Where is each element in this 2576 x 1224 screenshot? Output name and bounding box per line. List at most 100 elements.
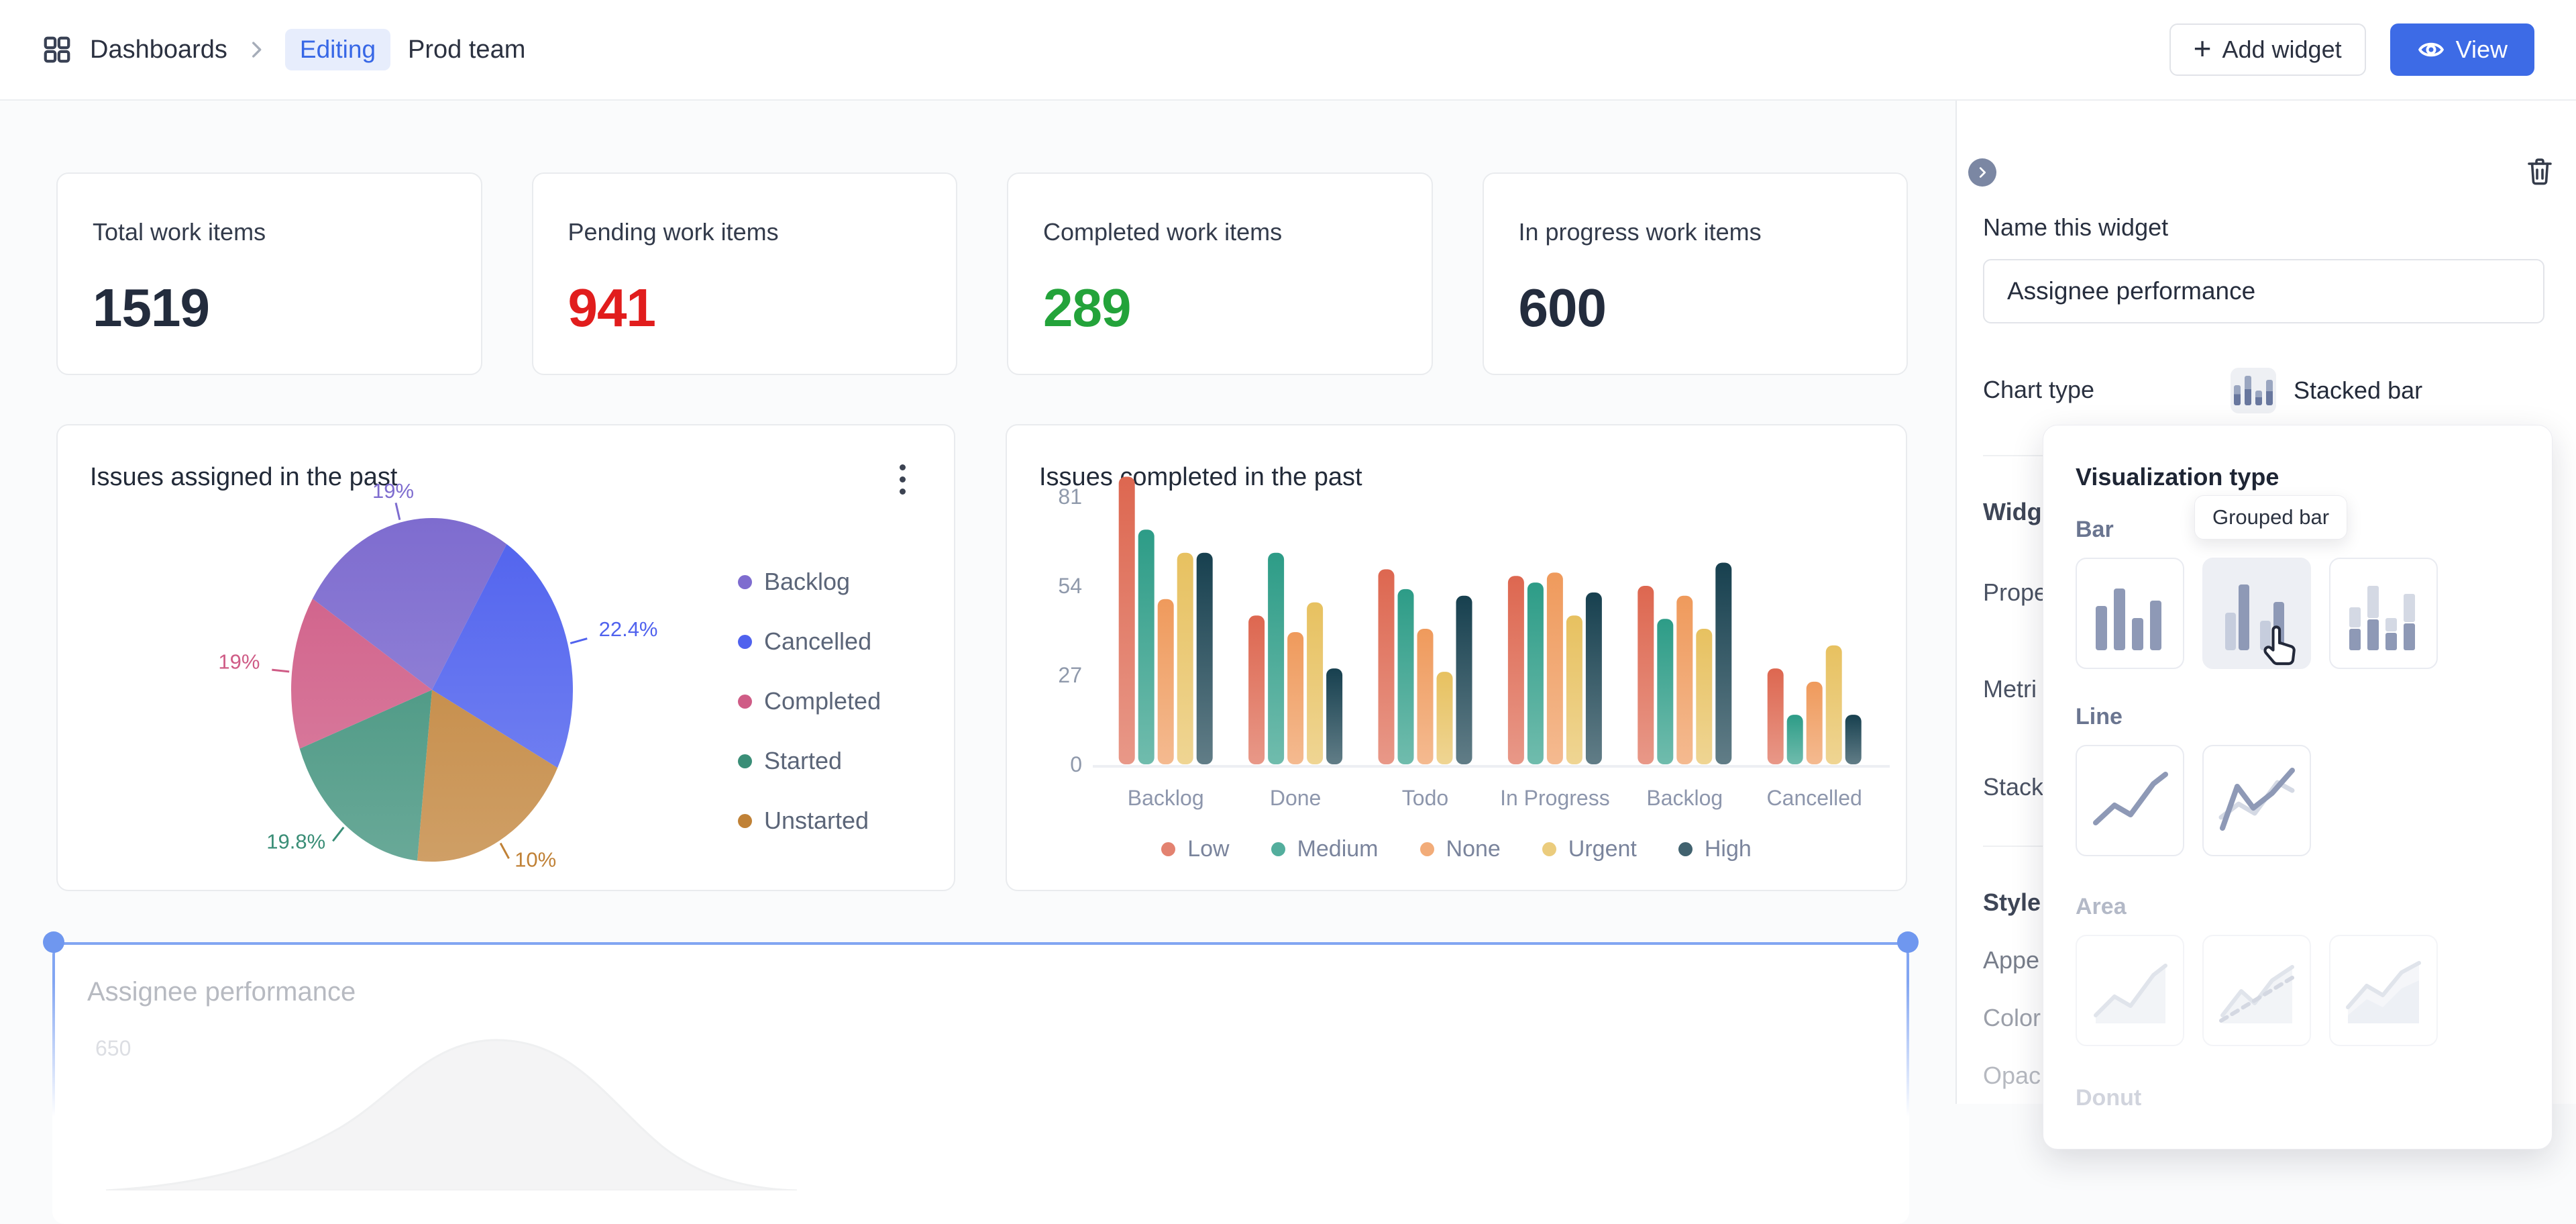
top-actions: + Add widget View (2169, 23, 2534, 76)
chevron-right-icon (245, 38, 268, 61)
legend-label: Unstarted (764, 807, 869, 834)
legend-item: None (1419, 836, 1501, 862)
tile-multi-line-chart[interactable] (2202, 745, 2311, 856)
stat-card-inprogress[interactable]: In progress work items 600 (1482, 172, 1908, 375)
section-property[interactable]: Prope (1983, 578, 2048, 606)
ghost-area-chart (105, 1039, 798, 1190)
group-label-area: Area (2076, 894, 2127, 919)
section-style[interactable]: Style (1983, 888, 2041, 916)
stat-label: In progress work items (1518, 218, 1762, 246)
legend-label: High (1704, 836, 1752, 862)
eye-icon (2417, 36, 2445, 64)
tile-area-dashed-chart[interactable] (2202, 935, 2311, 1046)
svg-text:54: 54 (1058, 574, 1082, 598)
breadcrumb: Dashboards Editing Prod team (42, 29, 525, 70)
legend-item: Medium (1271, 836, 1379, 862)
breadcrumb-current: Prod team (408, 35, 526, 64)
stat-value: 941 (568, 278, 656, 338)
chart-type-selector[interactable]: Stacked bar (2231, 368, 2422, 413)
stat-label: Completed work items (1043, 218, 1283, 246)
tile-line-chart[interactable] (2076, 745, 2184, 856)
stat-card-total[interactable]: Total work items 1519 (56, 172, 482, 375)
section-metric[interactable]: Metri (1983, 675, 2037, 703)
stat-cards-row: Total work items 1519 Pending work items… (56, 172, 1908, 375)
section-stacked-by[interactable]: Stack (1983, 773, 2044, 801)
svg-text:In Progress: In Progress (1500, 786, 1610, 810)
y-axis-tick: 650 (95, 1036, 131, 1060)
legend-dot (738, 634, 752, 649)
visualization-type-dropdown: Visualization type Bar (2043, 425, 2553, 1150)
delete-widget-button[interactable] (2524, 156, 2556, 188)
section-color[interactable]: Color (1983, 1004, 2041, 1031)
dropdown-title: Visualization type (2076, 463, 2279, 491)
legend-dot (1678, 842, 1693, 856)
name-widget-label: Name this widget (1983, 213, 2169, 241)
breadcrumb-dashboards[interactable]: Dashboards (90, 35, 227, 64)
top-bar: Dashboards Editing Prod team + Add widge… (0, 0, 2576, 101)
svg-text:Backlog: Backlog (1646, 786, 1723, 810)
legend-dot (738, 754, 752, 768)
tile-stacked-area-chart[interactable] (2329, 935, 2438, 1046)
collapse-panel-button[interactable] (1968, 158, 1996, 187)
resize-handle-left[interactable] (43, 931, 64, 953)
bar-chart-card: Issues completed in the past 0 27 54 81 Back… (1006, 424, 1907, 891)
legend-item: Completed (738, 687, 881, 715)
view-label: View (2455, 36, 2508, 63)
area-chart-icon (2094, 964, 2167, 1023)
pie-chart-card: Issues assigned in the past 19% 22.4% 10% 1… (56, 424, 955, 891)
legend-label: Backlog (764, 568, 851, 595)
assignee-performance-widget[interactable]: Assignee performance 650 (43, 931, 1919, 1224)
widget-name-input[interactable] (1983, 259, 2544, 323)
stat-card-pending[interactable]: Pending work items 941 (531, 172, 957, 375)
svg-text:Cancelled: Cancelled (1767, 786, 1862, 810)
area-tiles-row (2076, 935, 2520, 1046)
grouped-bar-tooltip: Grouped bar (2194, 495, 2348, 540)
legend-item: Started (738, 747, 881, 775)
legend-dot (1419, 842, 1434, 856)
multi-line-chart-icon (2218, 768, 2295, 831)
legend-item: High (1678, 836, 1752, 862)
legend-dot (738, 694, 752, 709)
tile-bar-chart[interactable] (2076, 558, 2184, 669)
group-label-line: Line (2076, 704, 2123, 729)
tile-stacked-bar-chart[interactable] (2329, 558, 2438, 669)
section-widget[interactable]: Widg (1983, 498, 2042, 525)
add-widget-label: Add widget (2222, 36, 2342, 63)
stat-card-completed[interactable]: Completed work items 289 (1007, 172, 1433, 375)
bar-tiles-row (2076, 558, 2520, 669)
legend-dot (1271, 842, 1285, 856)
legend-label: Urgent (1568, 836, 1637, 862)
legend-label: Started (764, 747, 843, 774)
stacked-bar-chart-icon (2349, 586, 2415, 650)
stat-label: Pending work items (568, 218, 779, 246)
group-label-donut: Donut (2076, 1085, 2142, 1111)
stacked-area-chart-icon (2346, 961, 2421, 1023)
dashboards-grid-icon (42, 34, 72, 65)
tile-area-chart[interactable] (2076, 935, 2184, 1046)
editing-badge: Editing (284, 29, 391, 70)
legend-item: Backlog (738, 568, 881, 596)
add-widget-button[interactable]: + Add widget (2169, 23, 2366, 76)
bar-chart-icon (2096, 589, 2161, 650)
section-appearance[interactable]: Appe (1983, 946, 2040, 974)
svg-text:Backlog: Backlog (1128, 786, 1204, 810)
svg-text:19%: 19% (372, 479, 414, 503)
pie-card-title: Issues assigned in the past (90, 463, 398, 491)
section-opacity[interactable]: Opac (1983, 1062, 2041, 1089)
svg-text:19.8%: 19.8% (266, 829, 325, 853)
group-label-bar: Bar (2076, 517, 2114, 542)
card-menu-button[interactable] (896, 460, 910, 499)
resize-handle-right[interactable] (1897, 931, 1919, 953)
legend-item: Cancelled (738, 627, 881, 656)
widget-title: Assignee performance (87, 977, 356, 1007)
legend-item: Urgent (1542, 836, 1637, 862)
chart-type-label: Chart type (1983, 376, 2095, 403)
legend-label: Completed (764, 687, 881, 715)
svg-text:19%: 19% (218, 650, 260, 674)
svg-text:27: 27 (1058, 663, 1082, 687)
stacked-bar-icon (2231, 368, 2276, 413)
view-button[interactable]: View (2390, 23, 2534, 76)
legend-label: None (1446, 836, 1501, 862)
chart-type-value: Stacked bar (2294, 376, 2423, 404)
